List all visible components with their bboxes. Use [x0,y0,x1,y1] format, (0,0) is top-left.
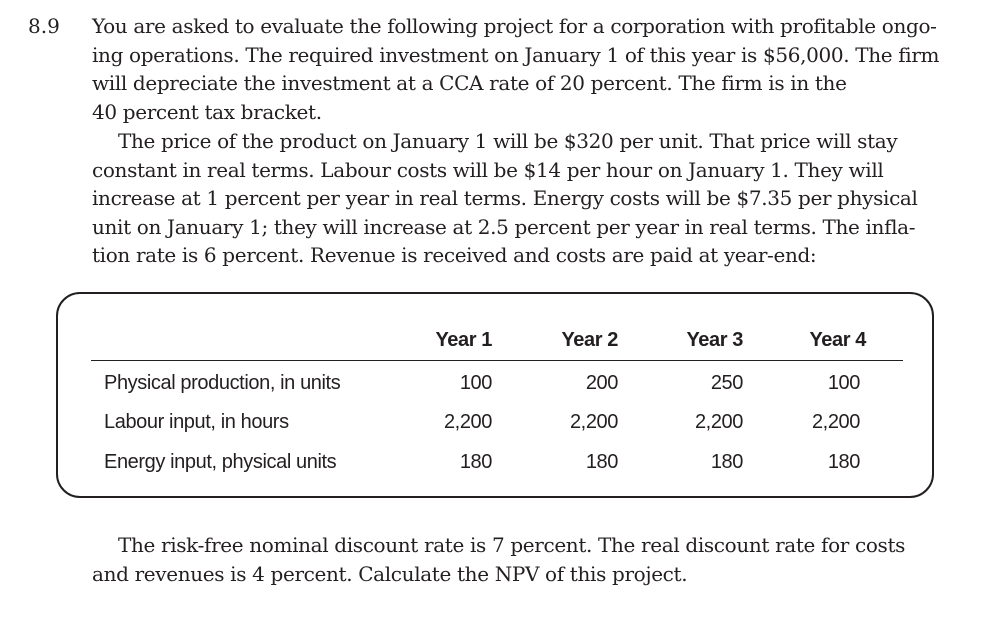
column-header-year-2: Year 2 [561,329,618,351]
column-header-year-1: Year 1 [435,329,492,351]
column-header-year-3: Year 3 [686,329,743,351]
table-cell: 2,200 [569,411,618,433]
table-cell: 100 [827,372,861,394]
text-line: will depreciate the investment at a CCA … [92,71,847,96]
table-cell: 200 [585,372,619,394]
table-header-rule [91,360,903,361]
text-line: tion rate is 6 percent. Revenue is recei… [92,243,817,268]
closing-paragraph: The risk-free nominal discount rate is 7… [92,531,972,588]
text-line: 40 percent tax bracket. [92,99,322,124]
table-cell: 180 [827,451,861,473]
text-line: ing operations. The required investment … [92,42,940,67]
text-line: The risk-free nominal discount rate is 7… [118,533,906,557]
table-cell: 180 [710,451,744,473]
table-cell: 2,200 [811,411,860,433]
row-label-labour-input: Labour input, in hours [104,411,289,433]
text-line: and revenues is 4 percent. Calculate the… [92,561,688,586]
table-cell: 180 [459,451,493,473]
cost-assumptions-paragraph: The price of the product on January 1 wi… [92,127,972,270]
table-cell: 100 [459,372,493,394]
data-table-box [56,292,934,498]
text-line: constant in real terms. Labour costs wil… [92,157,884,182]
column-header-year-4: Year 4 [809,329,866,351]
text-line: unit on January 1; they will increase at… [92,214,916,239]
table-cell: 2,200 [443,411,492,433]
table-cell: 180 [585,451,619,473]
text-line: You are asked to evaluate the following … [92,14,937,38]
row-label-energy-input: Energy input, physical units [104,451,337,473]
row-label-physical-production: Physical production, in units [104,372,341,394]
text-line: increase at 1 percent per year in real t… [92,186,918,211]
problem-number: 8.9 [28,14,60,38]
problem-intro-paragraph: You are asked to evaluate the following … [92,12,972,126]
table-cell: 250 [710,372,744,394]
text-line: The price of the product on January 1 wi… [118,129,898,153]
table-cell: 2,200 [694,411,743,433]
